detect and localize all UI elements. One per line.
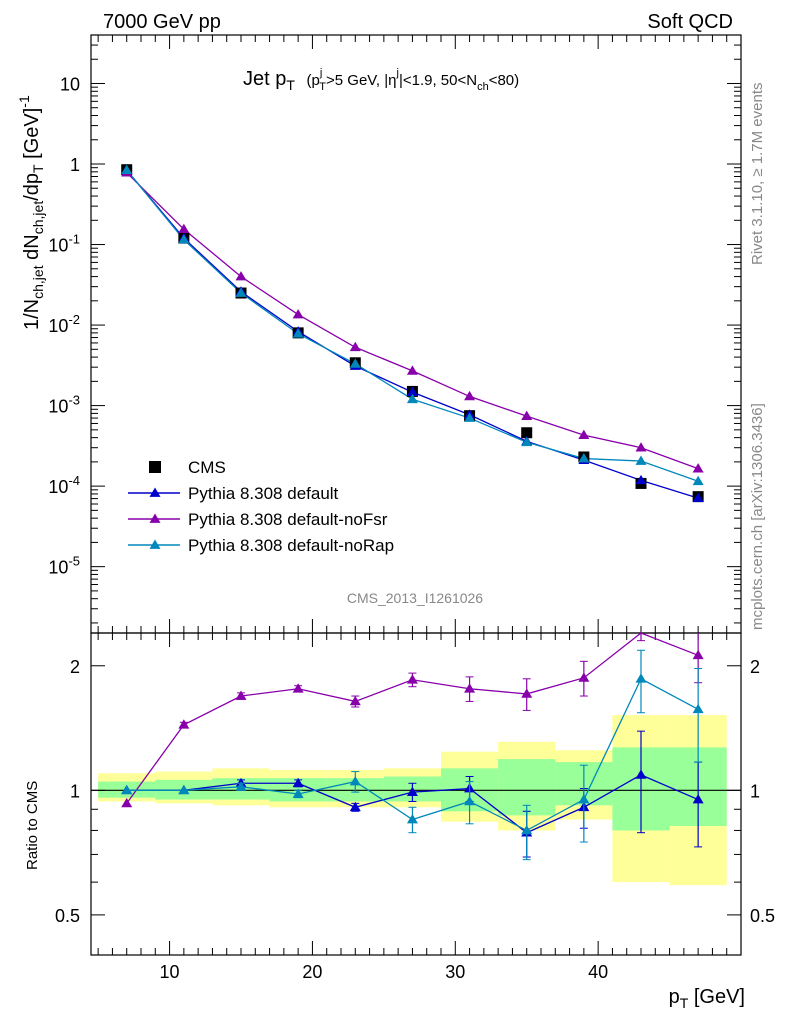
series-point-1 (406, 386, 418, 396)
series-point-2 (292, 309, 304, 319)
series-point-2 (235, 271, 247, 281)
ratio-point-2 (635, 673, 647, 683)
y-tick-label: 10-2 (48, 312, 80, 336)
series-point-2 (464, 390, 476, 401)
series-point-3 (121, 164, 133, 174)
series-point-3 (635, 455, 647, 465)
series-point-3 (349, 358, 361, 368)
series-point-3 (692, 475, 704, 486)
series-point-3 (406, 393, 418, 404)
series-point-2 (521, 410, 533, 420)
ratio-point-2 (521, 824, 533, 835)
analysis-id: CMS_2013_I1261026 (347, 590, 483, 606)
legend: CMS Pythia 8.308 default Pythia 8.308 defa… (128, 458, 394, 555)
series-line-1 (126, 169, 699, 499)
y-tick-label: 10 (60, 74, 80, 94)
x-tick-label: 20 (302, 962, 322, 982)
main-plot-area: 10-5 10-4 10-3 10-2 10-1 1 10 (48, 34, 742, 634)
energy-label: 7000 GeV pp (103, 11, 221, 33)
ratio-point-1 (121, 797, 133, 808)
series-point-3 (178, 234, 190, 244)
ratio-point-1 (692, 649, 704, 660)
series-point-2 (406, 365, 418, 375)
ratio-y-tick-label: 1 (750, 781, 760, 801)
x-axis-label: pT [GeV] (669, 986, 745, 1011)
ratio-ylabel: Ratio to CMS (24, 781, 41, 870)
y-tick-label: 10-5 (48, 554, 80, 578)
ratio-y-tick-label: 2 (750, 657, 760, 677)
legend-marker-cms (149, 461, 161, 473)
series-point-1 (692, 492, 704, 502)
ratio-point-1 (406, 674, 418, 684)
ratio-point-2 (292, 788, 304, 798)
ratio-point-0 (292, 777, 304, 788)
legend-label: Pythia 8.308 default-noRap (188, 536, 394, 555)
series-point-2 (635, 442, 647, 452)
ratio-point-1 (235, 690, 247, 700)
ratio-point-1 (521, 688, 533, 698)
ratio-point-0 (406, 786, 418, 796)
rivet-label: Rivet 3.1.10, ≥ 1.7M events (749, 83, 766, 266)
series-point-1 (635, 474, 647, 485)
x-tick-label: 10 (160, 962, 180, 982)
x-tick-label: 30 (445, 962, 465, 982)
ratio-point-2 (406, 814, 418, 824)
ratio-y-tick-label: 0.5 (55, 906, 80, 926)
ratio-point-1 (464, 683, 476, 693)
cms-point (521, 427, 533, 439)
ratio-point-1 (292, 683, 304, 693)
main-ylabel: 1/Nch,jet dNch,jet/dpT [GeV]-1 (16, 95, 46, 330)
series-point-3 (292, 328, 304, 338)
ratio-y-tick-label: 1 (70, 781, 80, 801)
ratio-point-2 (349, 776, 361, 786)
ratio-point-2 (235, 781, 247, 791)
ratio-point-2 (178, 784, 190, 795)
series-point-3 (521, 436, 533, 447)
series-point-2 (692, 463, 704, 473)
ratio-point-0 (349, 801, 361, 812)
series-point-3 (578, 453, 590, 463)
series-point-2 (349, 341, 361, 352)
x-tick-label: 40 (588, 962, 608, 982)
legend-marker (149, 487, 161, 497)
series-point-3 (235, 287, 247, 297)
source-label: mcplots.cern.ch [arXiv:1306.3436] (749, 403, 766, 630)
ratio-y-tick-label: 0.5 (750, 906, 775, 926)
ratio-plot-area: 10 20 30 40 0.5 0.5 1 1 2 2 (55, 632, 775, 982)
legend-label: CMS (188, 458, 226, 477)
y-tick-label: 10-4 (48, 473, 80, 497)
y-tick-label: 10-3 (48, 393, 80, 417)
ratio-point-2 (464, 795, 476, 806)
ratio-y-tick-label: 2 (70, 657, 80, 677)
ratio-point-0 (692, 794, 704, 804)
series-line-2 (126, 172, 699, 470)
ratio-point-0 (635, 769, 647, 779)
series-point-2 (178, 223, 190, 234)
ratio-point-2 (692, 703, 704, 714)
legend-label: Pythia 8.308 default (188, 484, 339, 503)
plot-title: Jet pT (pj T>5 GeV, |ηj|<1.9, 50<Nch<80) (243, 67, 519, 95)
legend-marker (149, 539, 161, 549)
ratio-point-1 (349, 695, 361, 706)
legend-label: Pythia 8.308 default-noFsr (188, 510, 388, 529)
ratio-point-1 (178, 719, 190, 729)
legend-marker (149, 513, 161, 523)
series-line-3 (126, 169, 699, 482)
ratio-point-1 (578, 672, 590, 682)
series-point-3 (464, 412, 476, 422)
y-tick-label: 1 (70, 155, 80, 175)
series-point-2 (578, 429, 590, 439)
ratio-point-2 (121, 784, 133, 795)
ratio-frame (90, 632, 742, 956)
y-tick-label: 10-1 (48, 232, 80, 256)
process-label: Soft QCD (647, 11, 733, 33)
ratio-point-2 (578, 794, 590, 804)
